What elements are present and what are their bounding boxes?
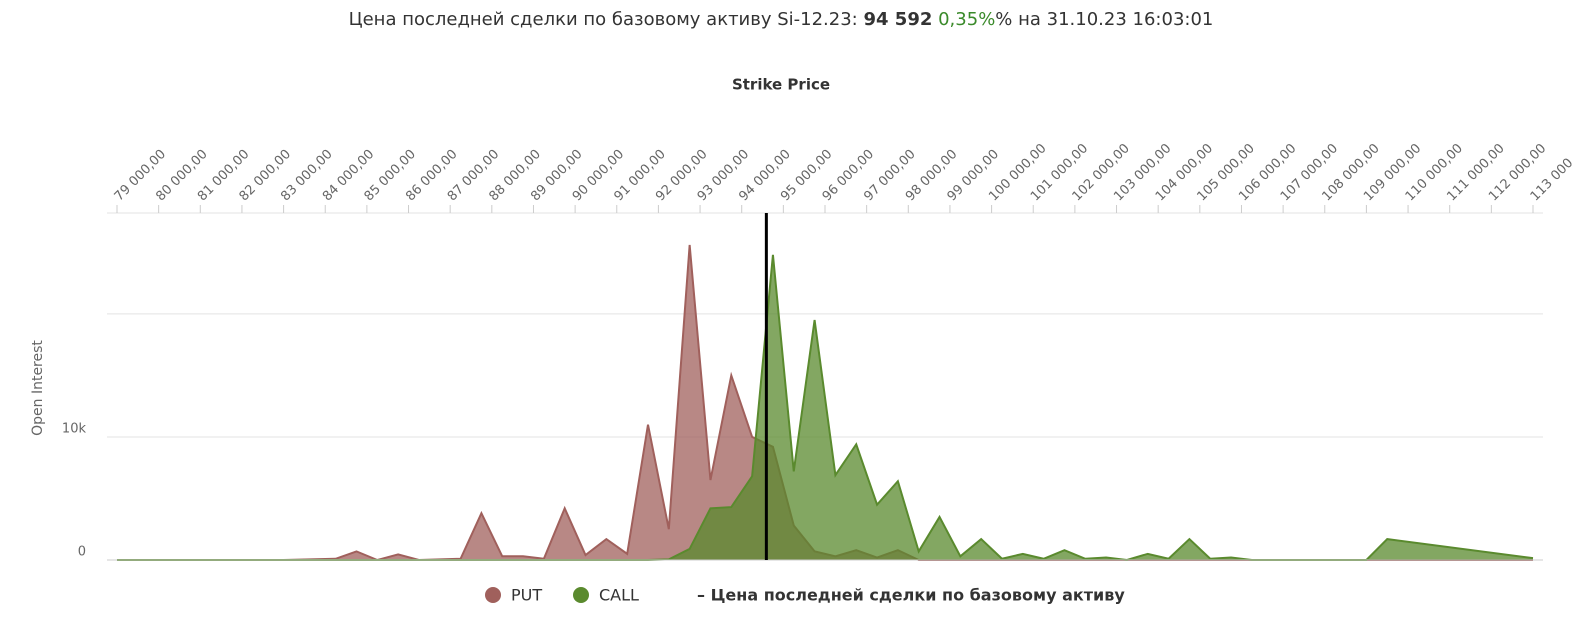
chart-title: Цена последней сделки по базовому активу… bbox=[349, 9, 1214, 30]
legend-marker bbox=[573, 587, 589, 603]
legend-label: PUT bbox=[511, 586, 542, 605]
area bbox=[117, 254, 1533, 560]
title-price: 94 592 bbox=[863, 9, 932, 30]
title-text: Цена последней сделки по базовому активу… bbox=[349, 9, 858, 30]
y-axis-title: Open Interest bbox=[30, 340, 46, 436]
legend-marker bbox=[485, 587, 501, 603]
y-tick-label: 10k bbox=[62, 421, 87, 436]
legend-label: CALL bbox=[599, 586, 639, 605]
title-date: % на 31.10.23 16:03:01 bbox=[995, 9, 1213, 30]
y-tick-label: 0 bbox=[78, 545, 86, 560]
legend-label: – Цена последней сделки по базовому акти… bbox=[697, 586, 1125, 605]
x-axis-title: Strike Price bbox=[732, 76, 830, 94]
title-change: 0,35% bbox=[938, 9, 995, 30]
